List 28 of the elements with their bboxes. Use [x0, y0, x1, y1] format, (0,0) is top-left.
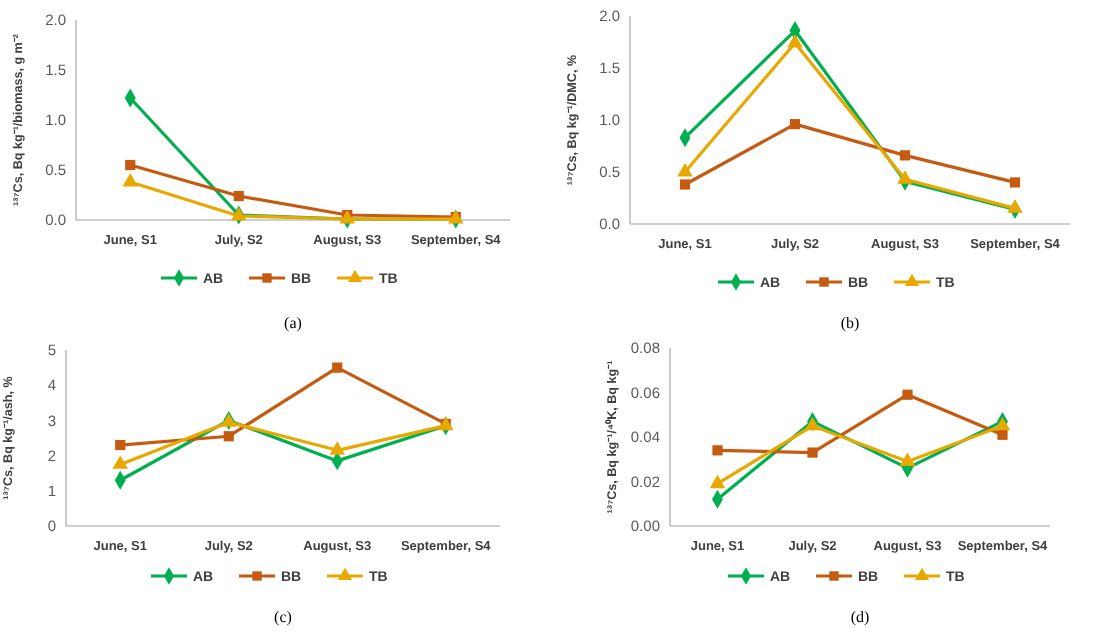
point	[223, 431, 234, 442]
point	[994, 416, 1011, 431]
point	[897, 170, 913, 184]
point	[789, 119, 801, 130]
point	[709, 474, 726, 489]
point	[902, 389, 913, 400]
point	[125, 159, 136, 171]
point	[787, 34, 803, 48]
point	[1007, 199, 1023, 213]
point	[332, 362, 343, 373]
text: (c)	[274, 607, 293, 626]
point	[899, 452, 916, 466]
text: (d)	[850, 607, 870, 626]
text: (a)	[284, 313, 303, 332]
point	[122, 173, 138, 187]
point	[115, 439, 126, 451]
point	[112, 455, 128, 469]
point	[712, 445, 723, 456]
point	[804, 416, 821, 431]
text: (b)	[840, 313, 860, 332]
point	[807, 447, 818, 458]
point	[329, 441, 345, 455]
point	[997, 429, 1008, 440]
point	[679, 179, 691, 190]
point	[1009, 177, 1021, 188]
point	[677, 163, 693, 177]
point	[899, 150, 911, 161]
point	[233, 190, 244, 202]
